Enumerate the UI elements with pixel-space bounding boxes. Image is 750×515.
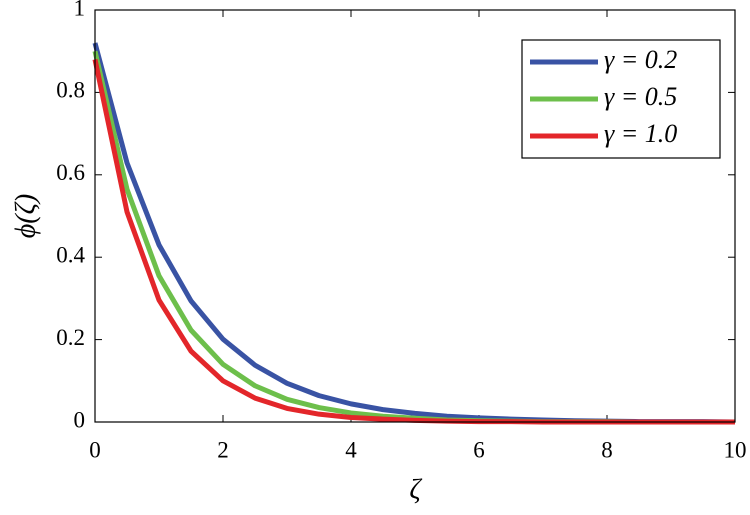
plot-frame — [94, 9, 736, 423]
legend-label: γ = 1.0 — [604, 119, 677, 148]
y-tick-label: 0 — [74, 407, 86, 432]
x-tick-label: 8 — [601, 437, 613, 462]
x-tick-label: 4 — [345, 437, 357, 462]
x-axis-label: ζ — [409, 474, 422, 505]
x-tick-label: 2 — [217, 437, 229, 462]
y-tick-label: 0.8 — [56, 78, 85, 103]
y-tick-label: 0.2 — [56, 325, 85, 350]
y-axis-label: ϕ(ζ) — [10, 194, 41, 238]
legend-label: γ = 0.5 — [604, 82, 677, 111]
legend-label: γ = 0.2 — [604, 45, 677, 74]
y-tick-label: 0.6 — [56, 160, 85, 185]
x-tick-label: 6 — [473, 437, 485, 462]
x-tick-label: 0 — [89, 437, 101, 462]
y-tick-label: 1 — [74, 0, 86, 20]
y-tick-label: 0.4 — [56, 242, 85, 267]
x-tick-label: 10 — [724, 437, 747, 462]
